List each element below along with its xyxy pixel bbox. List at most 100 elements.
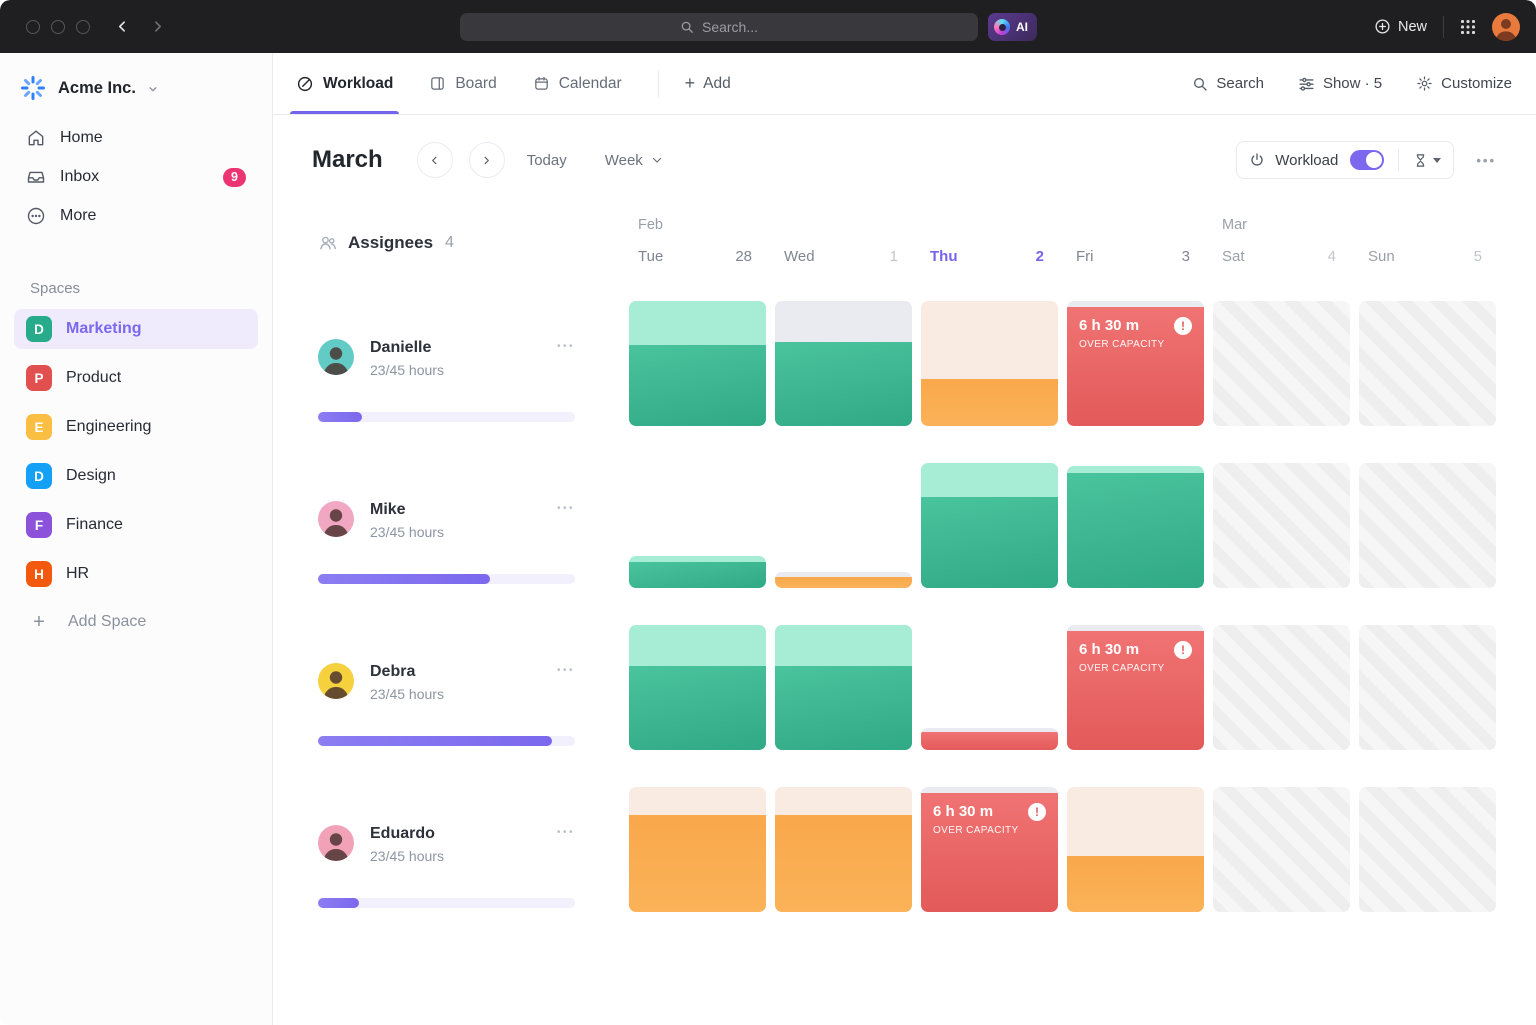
- sidebar-item-home[interactable]: Home: [14, 120, 258, 156]
- calendar-header: Assignees 4 Feb Tue 28 Wed 1 Thu 2 Fri 3 Mar Sat 4 S…: [296, 217, 1496, 269]
- assignee-info: Eduardo 23/45 hours: [370, 825, 575, 864]
- more-options-button[interactable]: •••: [1476, 152, 1496, 168]
- day-cell-over-capacity[interactable]: 6 h 30 m! OVER CAPACITY: [921, 787, 1058, 912]
- inbox-badge: 9: [223, 167, 246, 187]
- new-button[interactable]: New: [1374, 18, 1427, 35]
- sidebar-space-engineering[interactable]: E Engineering: [14, 407, 258, 447]
- customize-label: Customize: [1441, 75, 1512, 92]
- workspace-logo-icon: [20, 75, 46, 101]
- day-cell[interactable]: [921, 625, 1058, 750]
- tab-board[interactable]: Board: [429, 53, 497, 114]
- day-name: Wed: [784, 247, 815, 265]
- capacity-body: [1067, 855, 1204, 912]
- day-cell-unavailable[interactable]: [1213, 463, 1350, 588]
- window-minimize-button[interactable]: [51, 19, 65, 34]
- sidebar-item-more[interactable]: More: [14, 198, 258, 234]
- day-name: Fri: [1076, 247, 1094, 265]
- sidebar-item-label: Inbox: [60, 168, 100, 185]
- space-initial-icon: D: [26, 463, 52, 489]
- tab-label: Calendar: [558, 74, 622, 92]
- forward-icon[interactable]: [151, 20, 164, 33]
- tab-calendar[interactable]: Calendar: [533, 53, 622, 114]
- over-capacity-hours: 6 h 30 m: [933, 803, 994, 821]
- capacity-cap: [775, 625, 912, 667]
- sidebar-item-inbox[interactable]: Inbox 9: [14, 159, 258, 195]
- row-menu-button[interactable]: •••: [556, 341, 575, 352]
- day-cell-unavailable[interactable]: [1359, 787, 1496, 912]
- sidebar-space-finance[interactable]: F Finance: [14, 505, 258, 545]
- next-period-button[interactable]: [468, 142, 505, 178]
- over-capacity-hours: 6 h 30 m: [1079, 317, 1140, 335]
- tab-workload[interactable]: Workload: [289, 53, 400, 114]
- capacity-body: [629, 344, 766, 426]
- day-cell-over-capacity[interactable]: 6 h 30 m! OVER CAPACITY: [1067, 301, 1204, 426]
- assignee-name: Debra: [370, 663, 416, 680]
- workload-toggle[interactable]: [1350, 150, 1385, 170]
- space-label: HR: [66, 565, 90, 582]
- month-label: [1067, 217, 1204, 243]
- day-cell-unavailable[interactable]: [1213, 787, 1350, 912]
- capacity-cap: [775, 787, 912, 815]
- customize-button[interactable]: Customize: [1416, 75, 1512, 92]
- hourglass-icon: [1417, 153, 1425, 167]
- sidebar-space-hr[interactable]: H HR: [14, 554, 258, 594]
- day-cell-unavailable[interactable]: [1213, 301, 1350, 426]
- spaces-title: Spaces: [30, 280, 81, 297]
- day-cell-unavailable[interactable]: [1359, 301, 1496, 426]
- previous-period-button[interactable]: [416, 142, 453, 178]
- row-menu-button[interactable]: •••: [556, 827, 575, 838]
- day-cell[interactable]: [921, 301, 1058, 426]
- capacity-dropdown[interactable]: [1413, 153, 1442, 168]
- capacity-bar: [921, 301, 1058, 426]
- ai-button[interactable]: AI: [988, 13, 1037, 41]
- sidebar-space-product[interactable]: P Product: [14, 358, 258, 398]
- assignee-hours: 23/45 hours: [370, 524, 444, 540]
- day-cell[interactable]: [775, 301, 912, 426]
- day-cell-over-capacity[interactable]: 6 h 30 m! OVER CAPACITY: [1067, 625, 1204, 750]
- month-label: Mar: [1222, 217, 1247, 233]
- day-number: 28: [735, 247, 752, 265]
- day-cell-unavailable[interactable]: [1359, 463, 1496, 588]
- back-icon[interactable]: [116, 20, 129, 33]
- header-search-label: Search: [1216, 75, 1264, 92]
- sidebar-space-marketing[interactable]: D Marketing: [14, 309, 258, 349]
- day-cell[interactable]: [1067, 463, 1204, 588]
- row-menu-button[interactable]: •••: [556, 503, 575, 514]
- add-view-button[interactable]: + Add: [685, 53, 731, 114]
- new-label: New: [1397, 18, 1427, 35]
- avatar: [318, 501, 354, 537]
- header-search-button[interactable]: Search: [1192, 75, 1264, 92]
- window-zoom-button[interactable]: [76, 19, 90, 34]
- window-close-button[interactable]: [26, 19, 40, 34]
- people-icon: [318, 233, 338, 253]
- today-button[interactable]: Today: [526, 151, 567, 169]
- day-cell-unavailable[interactable]: [1213, 625, 1350, 750]
- sidebar-space-design[interactable]: D Design: [14, 456, 258, 496]
- search-input[interactable]: Search...: [460, 13, 978, 41]
- day-cell-unavailable[interactable]: [1359, 625, 1496, 750]
- day-cell[interactable]: [775, 787, 912, 912]
- capacity-cap: [921, 787, 1058, 793]
- workspace-switcher[interactable]: Acme Inc.: [0, 53, 272, 117]
- apps-grid-icon[interactable]: [1460, 19, 1476, 35]
- user-avatar[interactable]: [1492, 12, 1520, 41]
- range-select[interactable]: Week: [605, 152, 663, 169]
- day-cell[interactable]: [629, 625, 766, 750]
- day-header-thu: Thu 2: [921, 217, 1058, 269]
- day-cell[interactable]: [629, 463, 766, 588]
- day-cell[interactable]: [629, 787, 766, 912]
- day-cell[interactable]: [1067, 787, 1204, 912]
- day-cell[interactable]: [629, 301, 766, 426]
- show-filters-button[interactable]: Show · 5: [1298, 75, 1382, 92]
- ai-label: AI: [1016, 20, 1028, 34]
- range-label: Week: [604, 151, 643, 169]
- day-cell[interactable]: [775, 463, 912, 588]
- capacity-progress-fill: [318, 574, 491, 584]
- top-bar: Search... AI New: [0, 0, 1536, 53]
- day-cell[interactable]: [775, 625, 912, 750]
- capacity-bar: [1067, 787, 1204, 912]
- day-cell[interactable]: [921, 463, 1058, 588]
- row-menu-button[interactable]: •••: [556, 665, 575, 676]
- assignee-info: Danielle 23/45 hours: [370, 339, 575, 378]
- add-space-button[interactable]: + Add Space: [14, 603, 258, 641]
